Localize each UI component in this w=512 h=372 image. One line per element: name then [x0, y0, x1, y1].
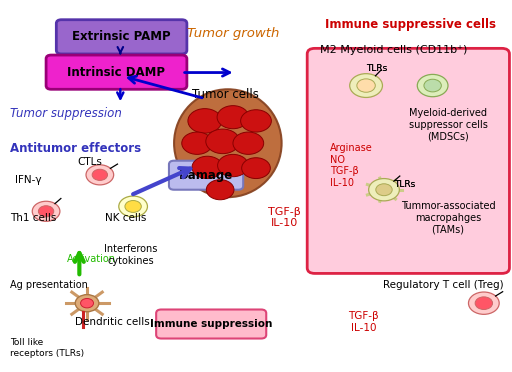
Circle shape: [32, 201, 60, 221]
Text: TLRs: TLRs: [366, 64, 387, 73]
Circle shape: [424, 79, 441, 92]
Circle shape: [217, 106, 249, 129]
Circle shape: [80, 298, 94, 308]
Text: Damage: Damage: [179, 169, 233, 182]
Circle shape: [475, 297, 493, 310]
Text: TGF-β
IL-10: TGF-β IL-10: [348, 311, 379, 333]
Text: Toll like
receptors (TLRs): Toll like receptors (TLRs): [10, 338, 84, 357]
Circle shape: [86, 165, 114, 185]
Text: TLRs: TLRs: [366, 64, 387, 73]
Text: Immune suppression: Immune suppression: [150, 319, 272, 329]
Circle shape: [468, 292, 499, 314]
Text: TLRs: TLRs: [394, 180, 415, 189]
Circle shape: [350, 74, 382, 97]
Circle shape: [119, 196, 147, 217]
Ellipse shape: [174, 89, 282, 197]
Text: IFN-γ: IFN-γ: [15, 176, 42, 185]
Text: Tummor-associated
macropahges
(TAMs): Tummor-associated macropahges (TAMs): [401, 201, 495, 234]
Text: TLRs: TLRs: [394, 180, 415, 189]
Circle shape: [369, 179, 399, 201]
Text: CTLs: CTLs: [77, 157, 102, 167]
FancyBboxPatch shape: [156, 310, 266, 339]
Circle shape: [357, 79, 375, 92]
Circle shape: [242, 158, 270, 179]
Text: Tumor growth: Tumor growth: [187, 27, 279, 40]
Text: Regulatory T cell (Treg): Regulatory T cell (Treg): [382, 280, 503, 289]
Circle shape: [218, 154, 248, 177]
Text: Antitumor effectors: Antitumor effectors: [10, 142, 141, 155]
Text: M2 Myeloid cells (CD11b⁺): M2 Myeloid cells (CD11b⁺): [320, 45, 467, 55]
Circle shape: [125, 201, 141, 212]
Text: TGF-β
IL-10: TGF-β IL-10: [268, 207, 301, 228]
Text: Ag presentation: Ag presentation: [10, 280, 88, 289]
Text: Immune suppressive cells: Immune suppressive cells: [325, 18, 496, 31]
Circle shape: [206, 129, 240, 154]
Circle shape: [417, 74, 448, 97]
Text: Th1 cells: Th1 cells: [10, 213, 57, 222]
Circle shape: [376, 184, 392, 196]
FancyBboxPatch shape: [169, 161, 243, 190]
Circle shape: [233, 132, 264, 154]
Circle shape: [92, 169, 108, 180]
Text: Intrinsic DAMP: Intrinsic DAMP: [68, 66, 165, 78]
Text: Activation: Activation: [67, 254, 116, 263]
Text: Dendritic cells: Dendritic cells: [75, 317, 150, 327]
Circle shape: [75, 295, 99, 312]
Circle shape: [182, 132, 212, 154]
FancyBboxPatch shape: [56, 20, 187, 54]
Text: NK cells: NK cells: [105, 213, 146, 222]
Text: Tumor suppression: Tumor suppression: [10, 107, 122, 120]
Circle shape: [206, 180, 234, 200]
Text: Arginase
NO
TGF-β
IL-10: Arginase NO TGF-β IL-10: [330, 143, 373, 188]
Circle shape: [38, 206, 54, 217]
Text: Interferons
cytokines: Interferons cytokines: [104, 244, 157, 266]
Circle shape: [192, 156, 223, 179]
FancyBboxPatch shape: [307, 48, 509, 273]
FancyBboxPatch shape: [46, 55, 187, 89]
Circle shape: [241, 110, 271, 132]
Text: Myeloid-derived
suppressor cells
(MDSCs): Myeloid-derived suppressor cells (MDSCs): [409, 108, 487, 141]
Text: Extrinsic PAMP: Extrinsic PAMP: [72, 31, 171, 43]
Circle shape: [188, 109, 222, 133]
Text: Tumor cells: Tumor cells: [192, 89, 259, 101]
